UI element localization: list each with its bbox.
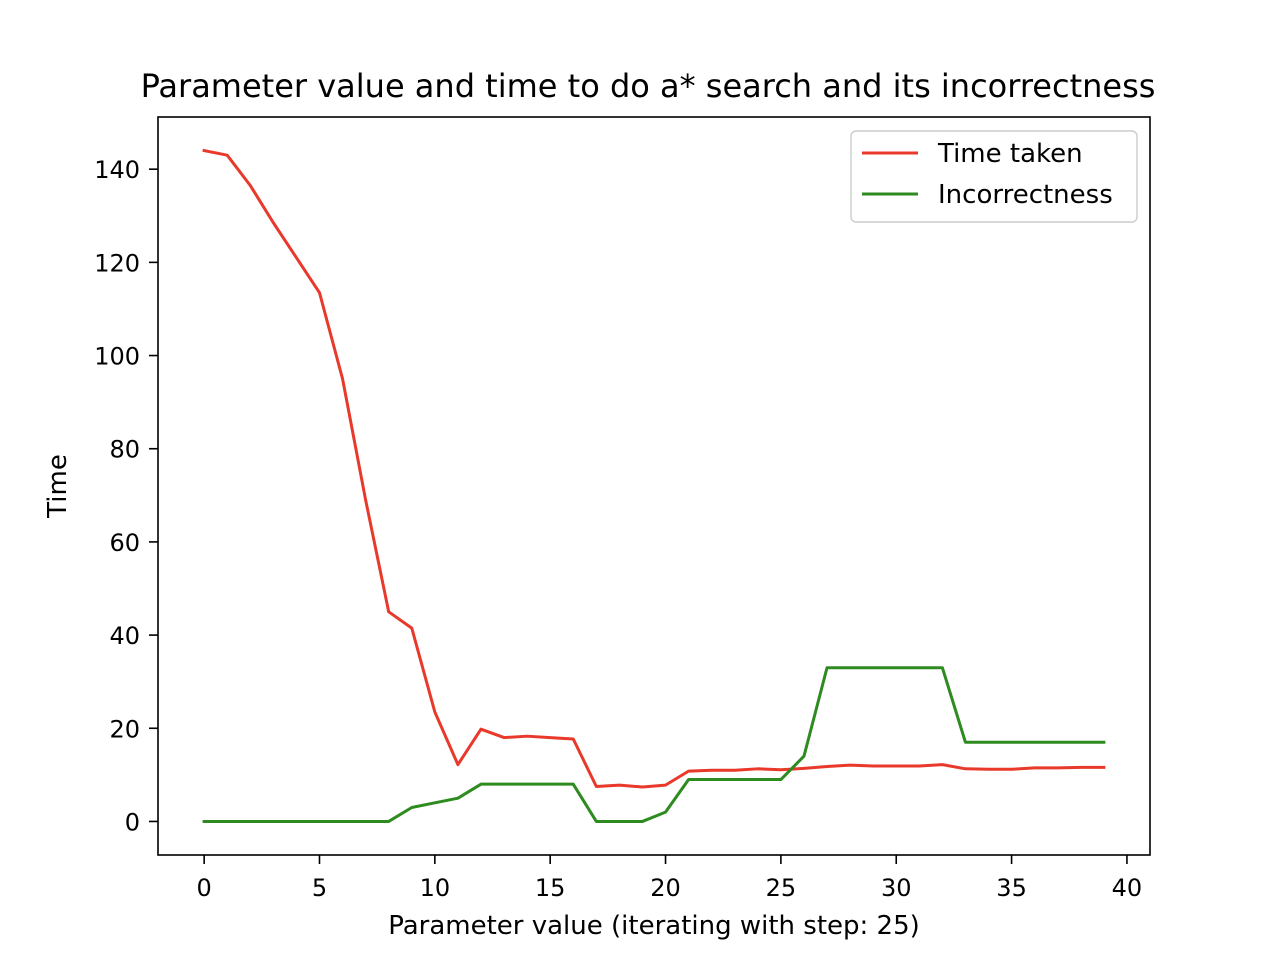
- x-axis-label: Parameter value (iterating with step: 25…: [388, 911, 920, 941]
- y-tick-label: 120: [94, 249, 140, 277]
- x-tick-label: 10: [420, 874, 451, 902]
- y-tick-label: 60: [109, 529, 140, 557]
- x-tick-label: 0: [196, 874, 211, 902]
- x-tick-label: 25: [766, 874, 797, 902]
- y-tick-label: 100: [94, 343, 140, 371]
- x-tick-label: 20: [650, 874, 681, 902]
- y-tick-label: 20: [109, 715, 140, 743]
- y-tick-label: 40: [109, 622, 140, 650]
- y-axis-label: Time: [43, 454, 73, 519]
- legend: Time taken Incorrectness: [850, 130, 1138, 223]
- chart-title: Parameter value and time to do a* search…: [141, 67, 1156, 105]
- legend-label-incorrectness: Incorrectness: [938, 180, 1113, 210]
- y-tick-label: 0: [125, 808, 140, 836]
- axes: 0 5 10 15 20 25 30 35 40 0 20 40 60 80 100 120 140: [94, 156, 1142, 902]
- plot-frame: [157, 116, 1151, 856]
- x-tick-label: 15: [535, 874, 566, 902]
- series-line-incorrectness: [202, 666, 1106, 823]
- y-tick-label: 140: [94, 156, 140, 184]
- x-tick-label: 35: [996, 874, 1027, 902]
- x-tick-label: 5: [312, 874, 327, 902]
- plot-area: [202, 148, 1106, 823]
- x-tick-label: 40: [1112, 874, 1143, 902]
- x-tick-label: 30: [881, 874, 912, 902]
- legend-box: [850, 130, 1138, 223]
- series-line-time-taken: [202, 148, 1106, 789]
- y-tick-label: 80: [109, 436, 140, 464]
- legend-label-time-taken: Time taken: [937, 139, 1083, 169]
